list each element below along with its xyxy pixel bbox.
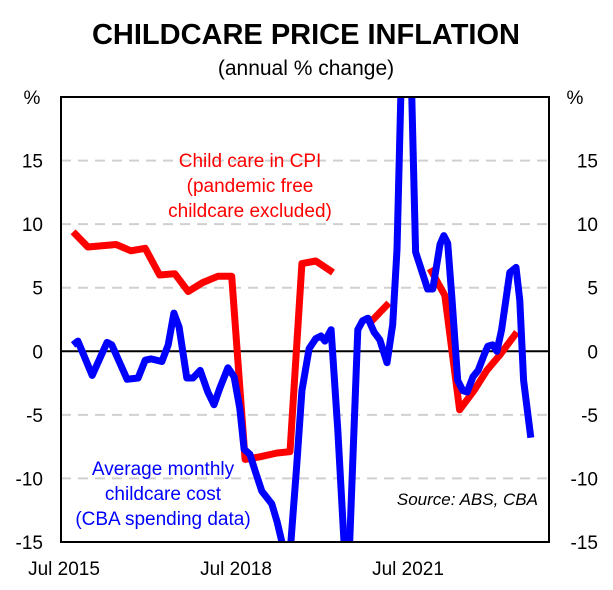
- y-tick-label-right: 5: [587, 279, 598, 300]
- y-tick-label-right: -15: [571, 533, 598, 554]
- y-tick-label-left: -10: [16, 469, 43, 490]
- cba-label-line-1: Average monthly: [92, 459, 235, 480]
- x-axis: Jul 2015 Jul 2018 Jul 2021: [28, 559, 444, 580]
- y-tick-label-left: 15: [22, 152, 43, 173]
- cba-label-line-3: (CBA spending data): [75, 509, 250, 530]
- y-tick-label-right: 0: [587, 342, 598, 363]
- y-tick-label-right: -5: [581, 406, 598, 427]
- x-tick-label: Jul 2018: [200, 559, 272, 580]
- series-group: [70, 97, 535, 542]
- cba-series-label: Average monthly childcare cost (CBA spen…: [75, 459, 250, 530]
- cba-line-segment: [287, 326, 348, 542]
- y-tick-label-left: 5: [32, 279, 43, 300]
- y-axis-left: -15 -10 -5 0 5 10 15: [16, 152, 43, 554]
- y-axis-unit-left: %: [24, 88, 41, 109]
- y-tick-label-left: 10: [22, 215, 43, 236]
- cpi-label-line-1: Child care in CPI: [179, 151, 322, 172]
- x-tick-label: Jul 2021: [372, 559, 444, 580]
- x-tick-label: Jul 2015: [28, 559, 100, 580]
- plot-frame: [60, 96, 550, 543]
- cpi-label-line-3: childcare excluded): [168, 201, 332, 222]
- cba-series: [70, 97, 535, 542]
- cpi-label-line-2: (pandemic free: [187, 176, 314, 197]
- cba-label-line-2: childcare cost: [105, 484, 222, 505]
- y-tick-label-right: 15: [577, 152, 598, 173]
- gridlines: [61, 159, 549, 480]
- y-axis-right: -15 -10 -5 0 5 10 15: [571, 152, 598, 554]
- y-tick-label-right: 10: [577, 215, 598, 236]
- cba-line-segment: [408, 97, 535, 439]
- cpi-line-segment: [70, 229, 335, 463]
- y-tick-label-left: 0: [32, 342, 43, 363]
- chart-title: CHILDCARE PRICE INFLATION: [92, 19, 520, 51]
- y-axis-unit-right: %: [567, 88, 584, 109]
- cpi-line-segment: [426, 266, 520, 414]
- cba-line-segment: [346, 97, 405, 542]
- source-note: Source: ABS, CBA: [397, 490, 538, 509]
- y-tick-label-left: -5: [26, 406, 43, 427]
- cpi-series: [70, 229, 520, 463]
- cpi-line-segment: [368, 300, 392, 325]
- cba-line-segment: [70, 309, 286, 542]
- cpi-series-label: Child care in CPI (pandemic free childca…: [168, 151, 332, 222]
- y-tick-label-left: -15: [16, 533, 43, 554]
- y-tick-label-right: -10: [571, 469, 598, 490]
- chart-subtitle: (annual % change): [218, 57, 394, 80]
